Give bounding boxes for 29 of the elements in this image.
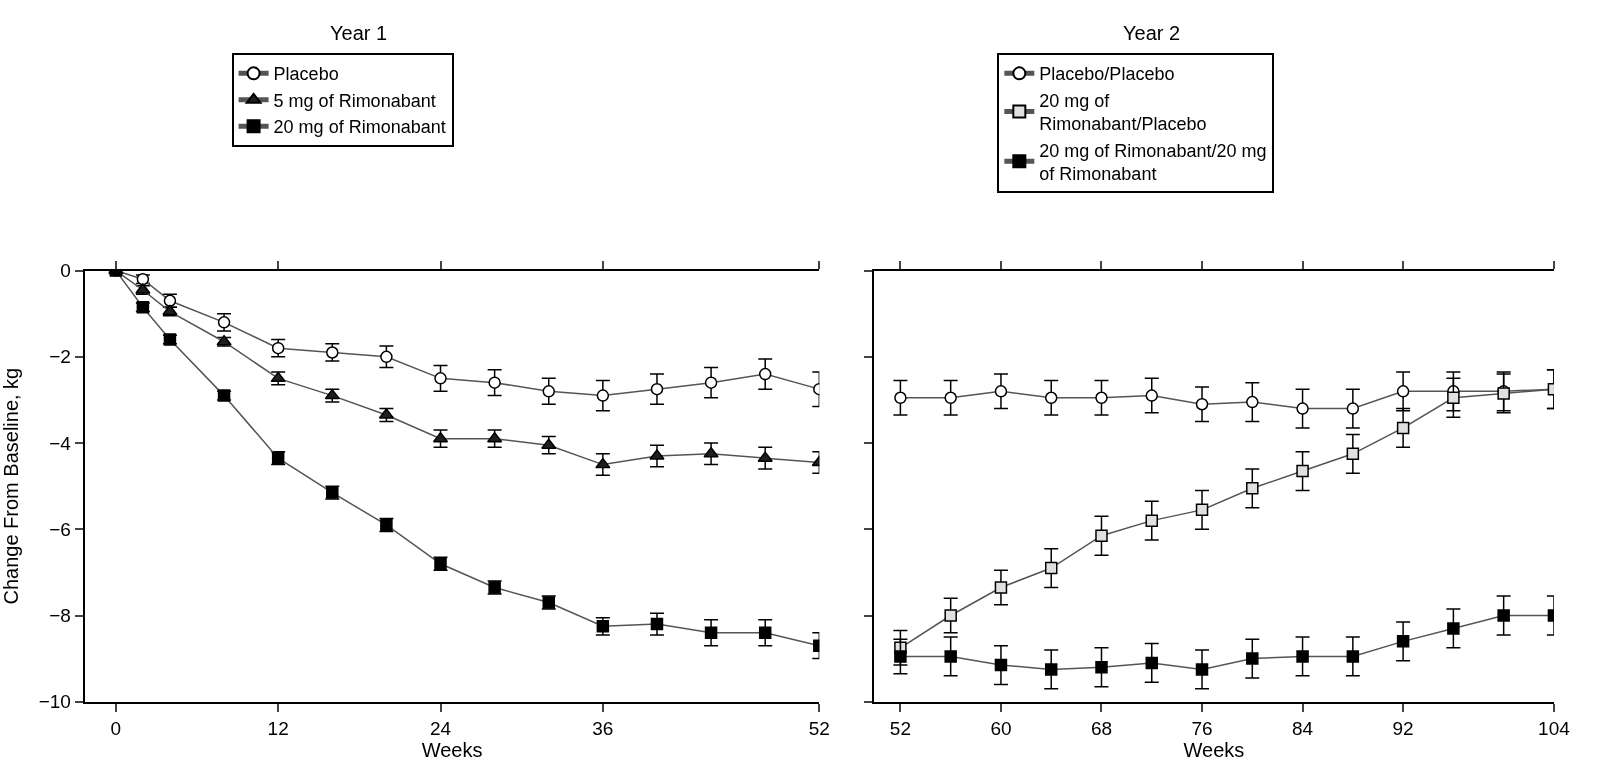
legend-label: 20 mg of Rimonabant/20 mg of Rimonabant: [1039, 140, 1267, 184]
x-tick-label: 24: [429, 717, 452, 739]
legend-label: Placebo/Placebo: [1039, 64, 1175, 85]
y-tick-label: −2: [49, 346, 71, 368]
legend-label: 20 mg of Rimonabant: [273, 117, 446, 138]
y-axis-title: Change From Baseline, kg: [0, 367, 22, 605]
x-tick-label: 76: [1191, 717, 1213, 739]
y-tick-label: −8: [49, 605, 71, 627]
x-tick-label: 84: [1292, 717, 1314, 739]
x-tick-label: 0: [110, 717, 122, 739]
legend-label: 20 mg of Rimonabant/Placebo: [1039, 90, 1207, 135]
y-tick-label: −10: [38, 691, 71, 713]
y-tick-label: −4: [49, 432, 72, 454]
x-axis-title: Weeks: [1183, 738, 1245, 761]
chart-title: Year 2: [1123, 22, 1181, 44]
legend-label: Placebo: [273, 64, 339, 85]
x-tick-label: 92: [1392, 717, 1414, 739]
x-axis-title: Weeks: [421, 738, 483, 761]
y-tick-label: −6: [49, 518, 71, 540]
chart-title: Year 1: [330, 22, 388, 44]
x-tick-label: 52: [808, 717, 830, 739]
y-tick-label: 0: [60, 260, 71, 282]
x-tick-label: 36: [592, 717, 614, 739]
x-tick-label: 60: [990, 717, 1012, 739]
x-tick-label: 68: [1090, 717, 1113, 739]
x-tick-label: 12: [267, 717, 289, 739]
x-tick-label: 52: [889, 717, 911, 739]
x-tick-label: 104: [1538, 717, 1571, 739]
legend-label: 5 mg of Rimonabant: [273, 90, 436, 111]
